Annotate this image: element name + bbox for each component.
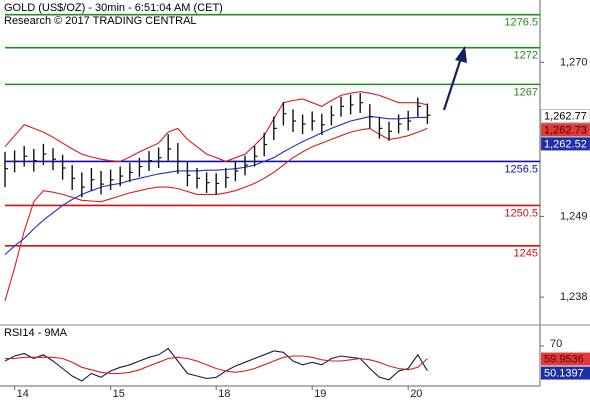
price-tag-label: 1,262.52 [544, 138, 587, 150]
price-tag [540, 109, 590, 123]
arrow-head [455, 46, 467, 63]
overlay-line [4, 91, 428, 162]
rsi-y-tick-label: 70 [550, 338, 562, 350]
price-tag-label: 1,262.73 [544, 124, 587, 136]
rsi-tag-label: 59.9536 [544, 353, 584, 365]
x-tick-label: 20 [410, 388, 422, 400]
x-tick-label: 14 [17, 388, 29, 400]
arrow-shaft [442, 57, 463, 111]
chart-subtitle: Research © 2017 TRADING CENTRAL [4, 15, 197, 27]
price-tag-label: 1,262.77 [544, 110, 587, 122]
rsi-tag [541, 366, 590, 380]
rsi-line [5, 355, 428, 375]
x-tick-label: 15 [113, 388, 125, 400]
y-tick-label: 1,270 [560, 56, 588, 68]
y-tick-label: 1,238 [560, 291, 588, 303]
level-label: 1276.5 [504, 17, 538, 29]
chart-title: GOLD (US$/OZ) - 30min - 6:51:04 AM (CET) [4, 2, 223, 14]
rsi-line [4, 347, 428, 382]
level-label: 1267 [514, 86, 538, 98]
y-tick-label: 1,249 [560, 210, 588, 222]
projection-arrow [442, 46, 467, 111]
plot-layer: 1,238 1,249 1,270 1276.5 1272 1267 1256.5 1250.… [4, 13, 590, 400]
price-tag [540, 137, 590, 151]
rsi-title: RSI14 - 9MA [4, 327, 68, 339]
level-label: 1256.5 [504, 163, 538, 175]
price-tag [540, 123, 590, 137]
rsi-tag-label: 50.1397 [544, 367, 584, 379]
x-tick-label: 19 [314, 388, 326, 400]
level-label: 1245 [514, 248, 538, 260]
x-tick-label: 18 [218, 388, 230, 400]
overlay-line [4, 116, 428, 256]
rsi-tag [541, 352, 590, 366]
level-label: 1250.5 [504, 207, 538, 219]
level-label: 1272 [514, 50, 538, 62]
